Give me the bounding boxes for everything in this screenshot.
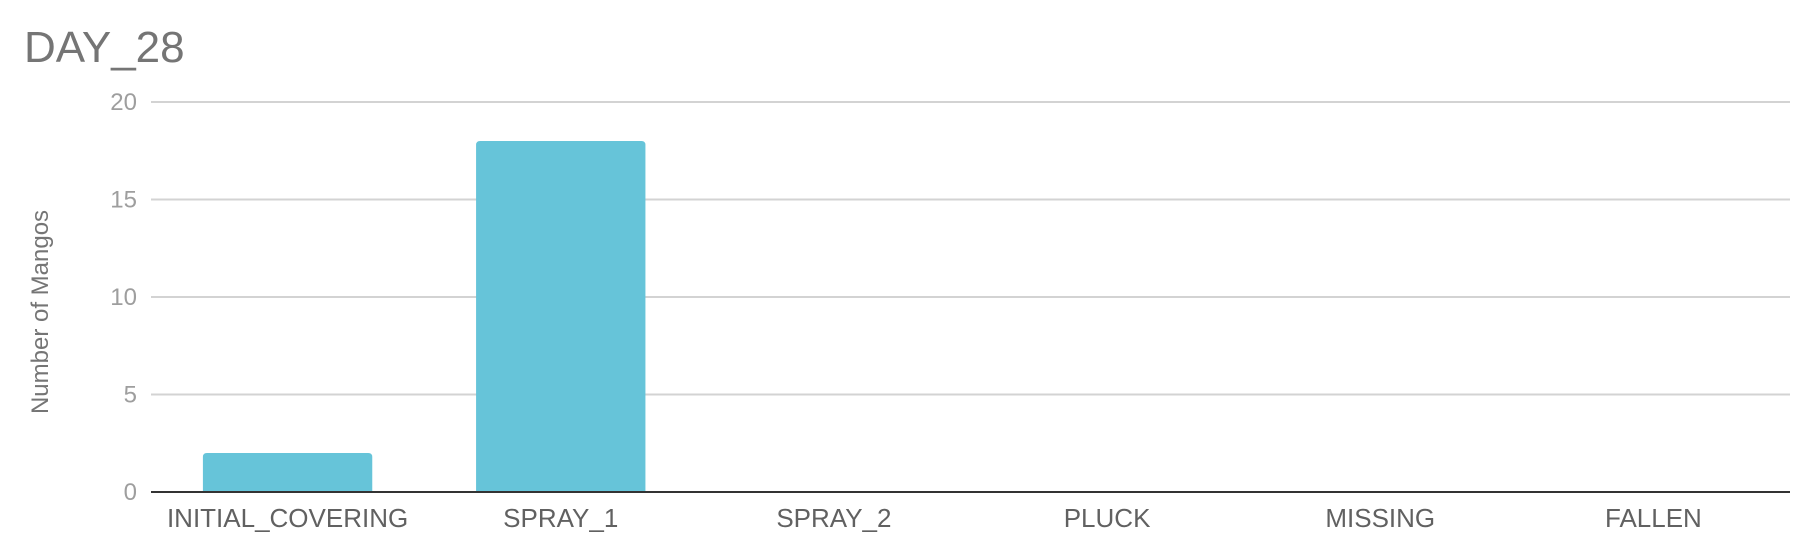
bar-spray-1 — [476, 141, 646, 492]
x-tick-label: SPRAY_2 — [776, 503, 891, 533]
x-tick-label: FALLEN — [1605, 503, 1702, 533]
x-tick-label: INITIAL_COVERING — [167, 503, 408, 533]
x-tick-label: PLUCK — [1064, 503, 1151, 533]
y-tick-label: 10 — [110, 284, 137, 311]
chart-title: DAY_28 — [24, 23, 185, 72]
x-tick-labels: INITIAL_COVERING SPRAY_1 SPRAY_2 PLUCK MISSI… — [167, 503, 1702, 533]
grid-lines — [151, 101, 1790, 396]
bar-initial-covering — [202, 453, 373, 492]
y-tick-label: 0 — [124, 479, 137, 506]
x-tick-label: SPRAY_1 — [503, 503, 618, 533]
bars — [202, 141, 646, 492]
y-axis-label: Number of Mangos — [27, 210, 54, 414]
y-tick-label: 20 — [110, 89, 137, 116]
y-tick-label: 5 — [124, 382, 137, 409]
y-tick-labels: 0 5 10 15 20 — [110, 89, 137, 506]
y-tick-label: 15 — [110, 187, 137, 214]
x-tick-label: MISSING — [1325, 503, 1435, 533]
